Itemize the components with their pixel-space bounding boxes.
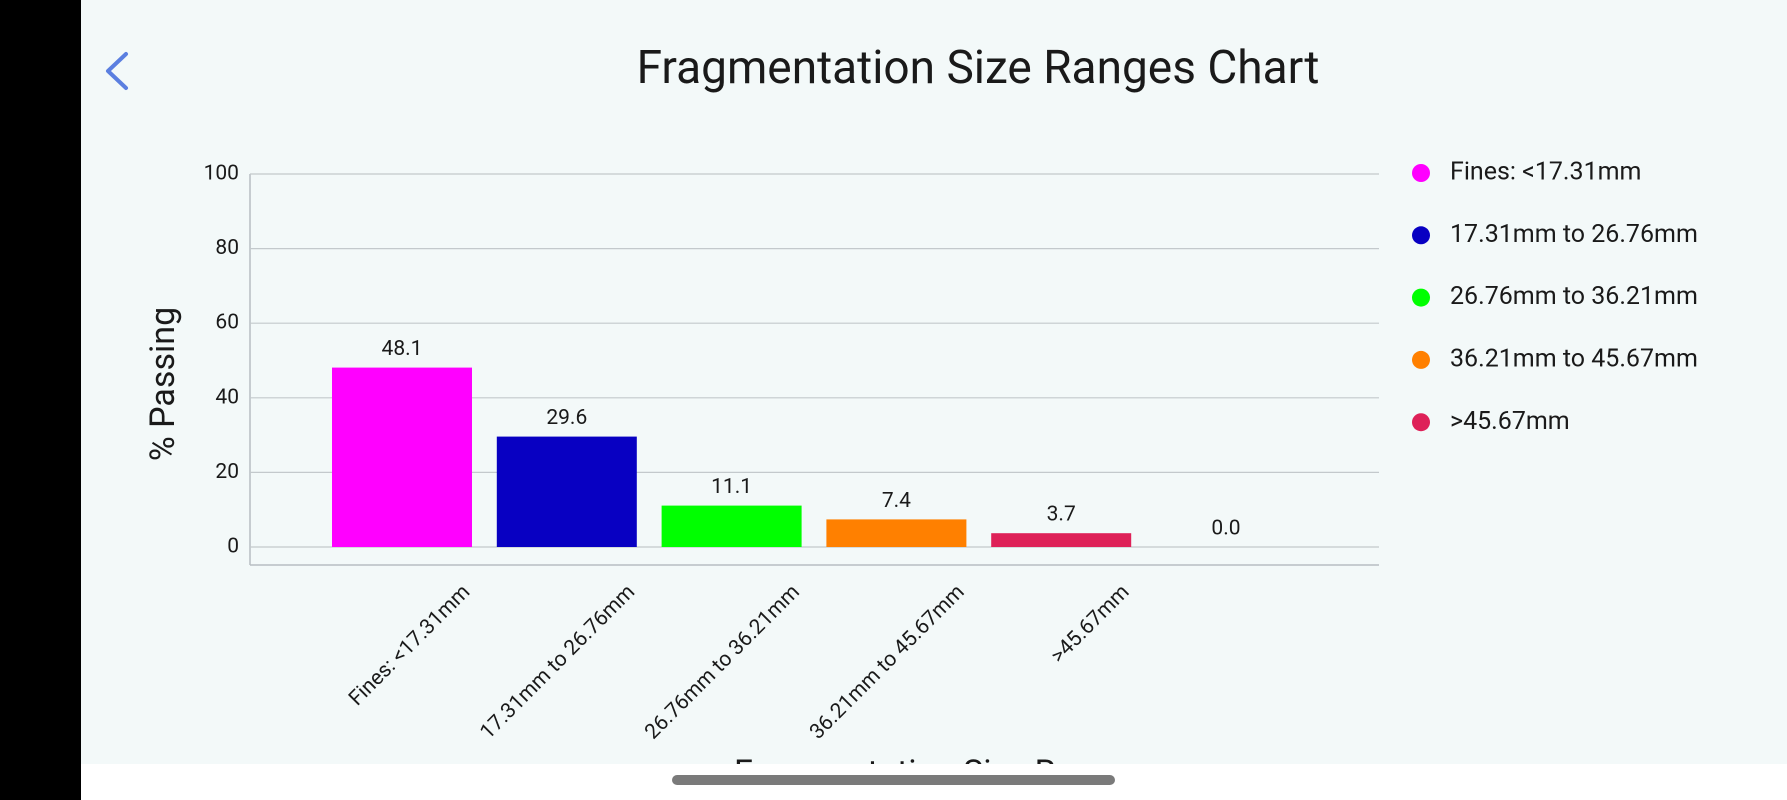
y-tick-label: 20 bbox=[215, 460, 239, 484]
legend-marker bbox=[1412, 350, 1430, 369]
data-label: 48.1 bbox=[382, 337, 423, 361]
home-indicator[interactable] bbox=[672, 775, 1115, 785]
y-tick-label: 80 bbox=[215, 236, 239, 260]
y-axis-title: % Passing bbox=[143, 307, 183, 461]
legend-label[interactable]: >45.67mm bbox=[1450, 407, 1570, 436]
chart-title: Fragmentation Size Ranges Chart bbox=[637, 41, 1320, 95]
data-label: 7.4 bbox=[882, 489, 911, 513]
data-label: 3.7 bbox=[1047, 503, 1076, 527]
bar bbox=[991, 533, 1132, 547]
legend-marker bbox=[1412, 413, 1430, 432]
data-label: 11.1 bbox=[711, 475, 752, 499]
left-edge bbox=[0, 0, 81, 800]
bar bbox=[826, 519, 967, 547]
bar bbox=[496, 436, 637, 547]
legend-marker bbox=[1412, 226, 1430, 245]
y-tick-label: 100 bbox=[204, 162, 239, 186]
data-label: 0.0 bbox=[1211, 517, 1240, 541]
data-label: 29.6 bbox=[546, 406, 587, 430]
legend-label[interactable]: 36.21mm to 45.67mm bbox=[1450, 345, 1698, 374]
legend-marker bbox=[1412, 164, 1430, 182]
bar bbox=[661, 505, 802, 547]
legend-label[interactable]: 26.76mm to 36.21mm bbox=[1450, 282, 1698, 311]
bar bbox=[332, 367, 472, 547]
legend-label[interactable]: 17.31mm to 26.76mm bbox=[1450, 220, 1698, 249]
back-button[interactable] bbox=[106, 52, 128, 90]
y-tick-label: 60 bbox=[215, 311, 239, 335]
y-tick-label: 0 bbox=[227, 535, 239, 559]
legend-marker bbox=[1412, 288, 1430, 307]
y-tick-label: 40 bbox=[215, 385, 239, 409]
legend-label[interactable]: Fines: <17.31mm bbox=[1450, 158, 1641, 187]
